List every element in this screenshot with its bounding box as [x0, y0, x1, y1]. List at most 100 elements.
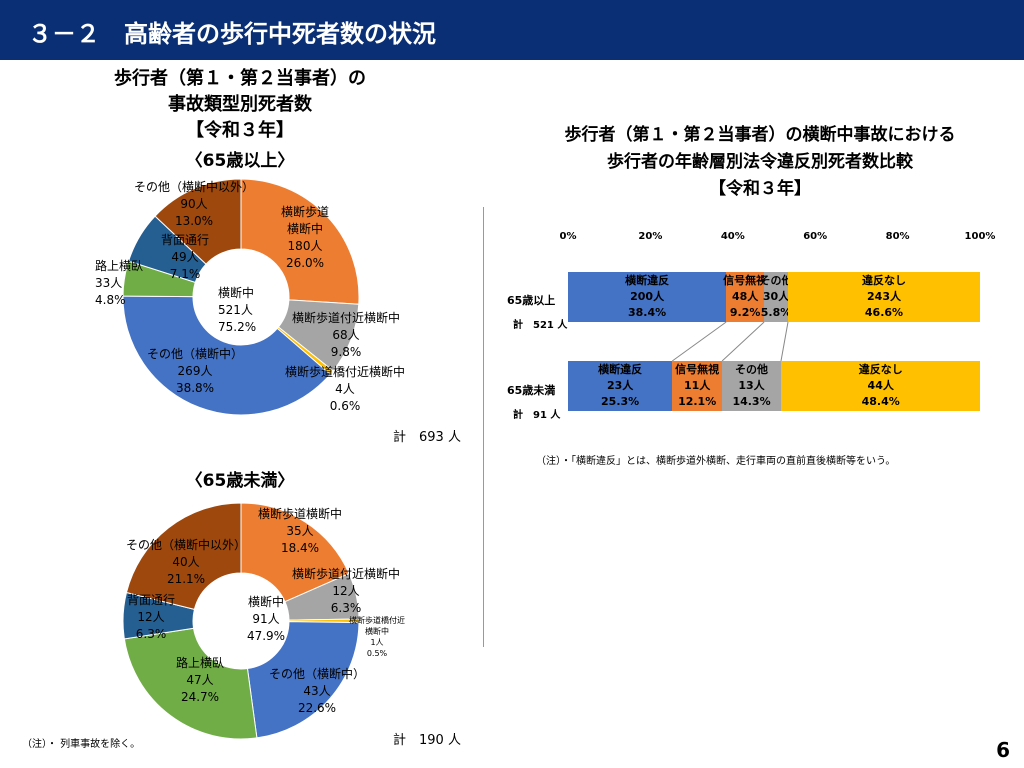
bar-label-line-1-0-0: 横断違反	[598, 363, 643, 376]
pie1-label-near-crosswalk-count: 68人	[332, 328, 360, 342]
pie1-total: 計 693 人	[393, 430, 461, 445]
bar-chart-note: （注）・「横断違反」とは、横断歩道外横断、走行車両の直前直後横断等をいう。	[536, 456, 896, 467]
pie1-donut-chart	[122, 178, 360, 416]
pie1-center-count: 521人	[218, 303, 253, 317]
pie2-label-other-noncrossing-count: 40人	[172, 555, 200, 569]
pie1-label-back-count: 49人	[171, 250, 199, 264]
pie1-label-lying: 路上横臥 33人 4.8%	[95, 258, 155, 309]
bar-label-line-0-1-1: 48人	[732, 290, 759, 303]
pie2-donut-chart	[122, 502, 360, 740]
pie2-center-pct: 47.9%	[246, 629, 286, 643]
bar-label-line-1-2-2: 14.3%	[732, 395, 771, 408]
pie2-label-other-noncrossing: その他（横断中以外） 40人 21.1%	[116, 537, 256, 588]
bar-label-1-1: 信号無視 11人 12.1%	[675, 362, 719, 410]
pie1-label-crosswalk: 横断歩道 横断中 180人 26.0%	[270, 204, 340, 272]
left-title-line-1: 歩行者（第１・第２当事者）の	[114, 68, 366, 89]
pie1-label-other-crossing-count: 269人	[177, 364, 213, 378]
bar-label-line-0-3-1: 243人	[867, 290, 901, 303]
pie1-label-near-crosswalk-pct: 9.8%	[330, 345, 362, 359]
left-title-line-2: 事故類型別死者数	[168, 94, 312, 115]
pie1-label-other-noncrossing-pct: 13.0%	[174, 214, 214, 228]
bar-label-line-1-1-1: 11人	[684, 379, 711, 392]
pie2-label-lying-count: 47人	[186, 673, 214, 687]
x-tick-1: 20%	[638, 231, 663, 242]
bar-label-1-3: 違反なし 44人 48.4%	[859, 362, 903, 410]
pie1-label-other-noncrossing-count: 90人	[180, 197, 208, 211]
pie2-center-label-text: 横断中	[247, 595, 284, 609]
left-chart-title: 歩行者（第１・第２当事者）の 事故類型別死者数 【令和３年】	[50, 66, 430, 144]
x-tick-3: 60%	[803, 231, 828, 242]
pie2-title: 〈65歳未満〉	[185, 471, 295, 491]
x-tick-5: 100%	[964, 231, 996, 242]
connector-line-0	[671, 321, 727, 362]
bar-label-line-0-2-2: 5.8%	[760, 306, 792, 319]
pie2-slice-0	[240, 502, 350, 603]
bar-title-line-1: 歩行者（第１・第２当事者）の横断中事故における	[564, 125, 956, 145]
bar-label-1-2: その他 13人 14.3%	[732, 362, 770, 410]
bar-label-0-2: その他 30人 5.8%	[760, 273, 793, 321]
section-divider	[483, 207, 484, 647]
bar-label-line-1-1-2: 12.1%	[678, 395, 717, 408]
pie2-label-near-crosswalk-pct: 6.3%	[330, 601, 362, 615]
pie2-label-back-name: 背面通行	[126, 593, 175, 607]
bar-row-total-65plus: 計 521 人	[513, 320, 568, 331]
pie2-label-near-bridge-line2: 横断中	[365, 627, 389, 636]
pie1-label-near-bridge-pct: 0.6%	[329, 399, 361, 413]
bar-seg-0-2	[764, 272, 788, 322]
pie1-title: 〈65歳以上〉	[185, 151, 295, 171]
bar-label-line-1-0-2: 25.3%	[601, 395, 640, 408]
pie2-label-other-noncrossing-name: その他（横断中以外）	[125, 538, 246, 552]
bar-label-line-1-0-1: 23人	[606, 379, 634, 392]
bar-seg-1-0	[568, 361, 673, 411]
bar-label-line-1-3-2: 48.4%	[861, 395, 900, 408]
pie2-label-crosswalk-pct: 18.4%	[280, 541, 320, 555]
pie2-label-lying-pct: 24.7%	[180, 690, 220, 704]
pie1-label-near-bridge-count: 4人	[335, 382, 355, 396]
bar-row-total-under65: 計 91 人	[513, 410, 561, 421]
bar-label-0-1: 信号無視 48人 9.2%	[723, 273, 767, 321]
pie1-slice-0	[240, 178, 360, 305]
pie1-label-other-crossing-name: その他（横断中）	[146, 347, 243, 361]
pie2-total: 計 190 人	[393, 733, 461, 748]
pie1-label-back-name: 背面通行	[160, 233, 209, 247]
pie2-label-near-crosswalk-name: 横断歩道付近横断中	[291, 567, 400, 581]
pie2-label-back-pct: 6.3%	[135, 627, 167, 641]
pie1-label-near-bridge: 横断歩道橋付近横断中 4人 0.6%	[280, 364, 410, 415]
pie1-label-other-noncrossing-name: その他（横断中以外）	[133, 180, 254, 194]
bar-seg-0-0	[568, 272, 727, 322]
bar-label-line-0-2-1: 30人	[762, 290, 790, 303]
pie2-label-lying-name: 路上横臥	[175, 656, 224, 670]
pie1-label-lying-count: 33人	[95, 276, 123, 290]
pie1-label-near-bridge-name: 横断歩道橋付近横断中	[284, 365, 405, 379]
pie1-center-pct: 75.2%	[218, 320, 257, 334]
pie2-label-back-count: 12人	[137, 610, 165, 624]
bar-title-line-3: 【令和３年】	[709, 179, 811, 199]
pie2-label-near-bridge-pct: 0.5%	[366, 649, 388, 658]
bar-label-line-1-1-0: 信号無視	[675, 363, 720, 376]
x-tick-0: 0%	[559, 231, 577, 242]
pie1-label-near-crosswalk-name: 横断歩道付近横断中	[291, 311, 400, 325]
left-title-line-3: 【令和３年】	[186, 120, 294, 141]
pie1-label-other-noncrossing: その他（横断中以外） 90人 13.0%	[124, 179, 264, 230]
pie2-label-lying: 路上横臥 47人 24.7%	[160, 655, 240, 706]
bar-label-line-0-1-0: 信号無視	[723, 274, 768, 287]
pie1-slice-3	[122, 295, 331, 416]
connector-line-2	[780, 321, 789, 362]
pie2-center-label: 横断中 91人 47.9%	[240, 594, 292, 645]
bar-label-line-0-1-2: 9.2%	[729, 306, 761, 319]
pie1-label-other-crossing-pct: 38.8%	[175, 381, 215, 395]
bar-label-line-1-2-1: 13人	[738, 379, 765, 392]
pie1-slice-6	[154, 178, 242, 265]
pie2-label-crosswalk-count: 35人	[286, 524, 314, 538]
bar-title-line-2: 歩行者の年齢層別法令違反別死者数比較	[607, 152, 913, 172]
pie2-slice-4	[123, 627, 258, 740]
bar-label-0-3: 違反なし 243人 46.6%	[862, 273, 906, 321]
bar-seg-1-1	[672, 361, 723, 411]
pie1-center-label: 横断中 521人 75.2%	[218, 285, 264, 336]
page-number: 6	[996, 738, 1010, 762]
pie2-label-near-bridge-count: 1人	[370, 638, 384, 647]
connector-line-1	[721, 321, 765, 362]
bar-seg-0-1	[726, 272, 765, 322]
pie2-label-other-crossing: その他（横断中） 43人 22.6%	[262, 666, 372, 717]
